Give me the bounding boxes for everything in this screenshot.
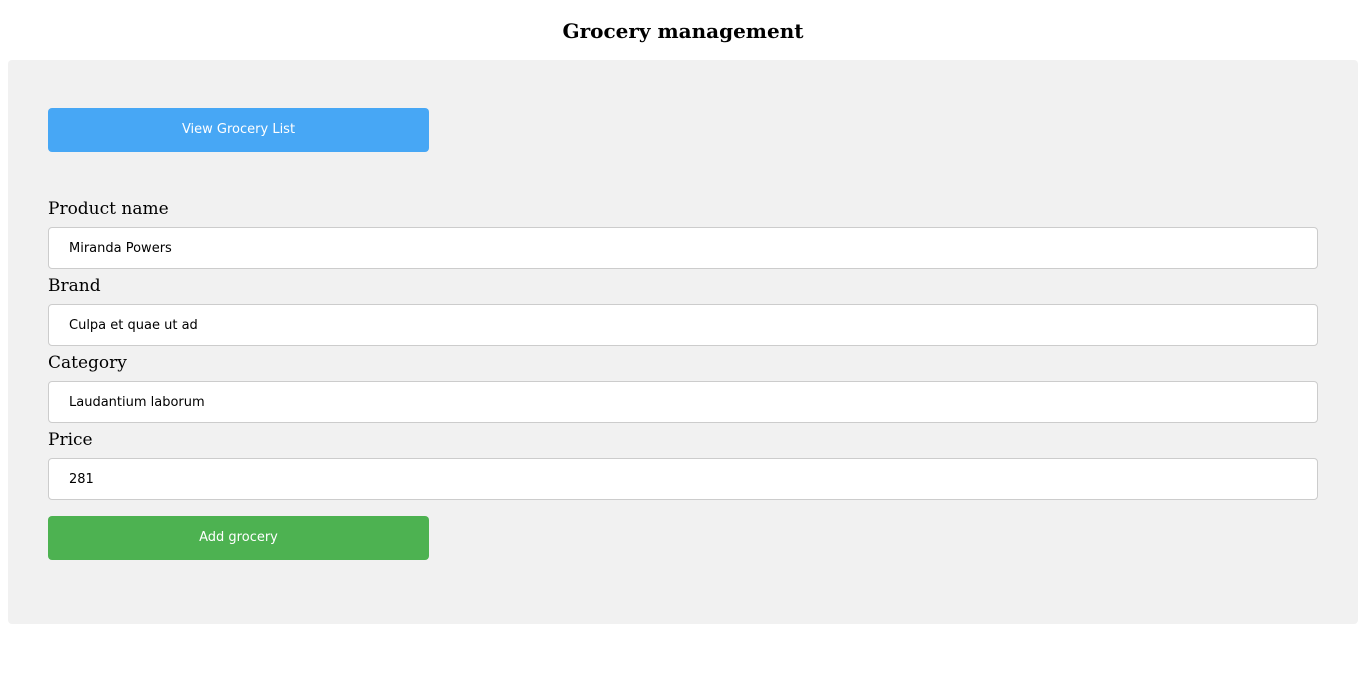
category-label: Category bbox=[48, 353, 127, 373]
view-grocery-list-button[interactable]: View Grocery List bbox=[48, 108, 429, 152]
grocery-form-panel: View Grocery List Product name Brand Cat… bbox=[8, 60, 1358, 624]
product-name-input[interactable] bbox=[48, 227, 1318, 269]
page-title: Grocery management bbox=[562, 19, 804, 43]
brand-label: Brand bbox=[48, 276, 101, 296]
add-grocery-button[interactable]: Add grocery bbox=[48, 516, 429, 560]
category-input[interactable] bbox=[48, 381, 1318, 423]
price-input[interactable] bbox=[48, 458, 1318, 500]
brand-input[interactable] bbox=[48, 304, 1318, 346]
price-label: Price bbox=[48, 430, 93, 450]
product-name-label: Product name bbox=[48, 199, 169, 219]
